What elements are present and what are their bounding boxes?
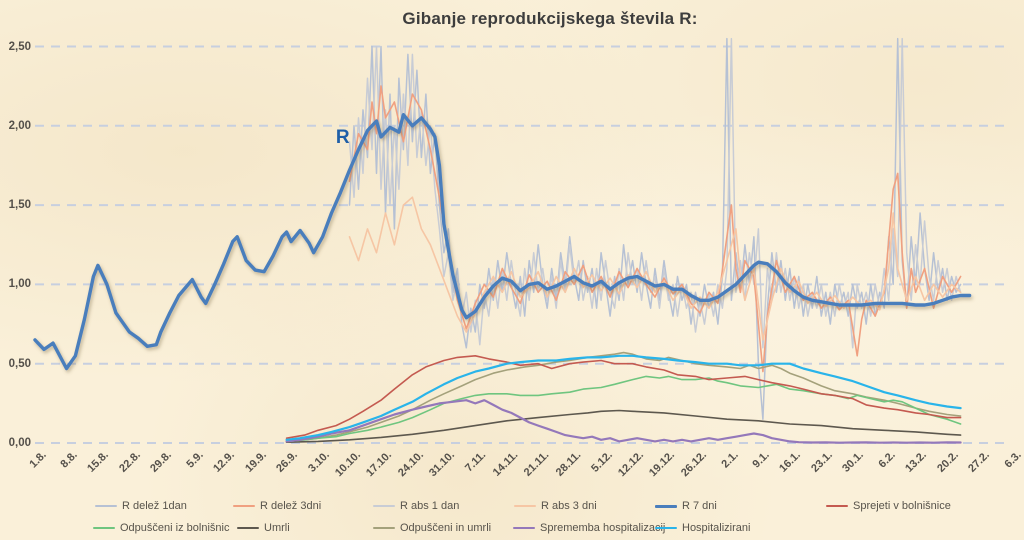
legend-item-r_abs_3dni[interactable]: R abs 3 dni [514,499,597,513]
legend-label-odpusceni_iz: Odpuščeni iz bolnišnic [120,522,230,534]
legend-swatch-hospitalizirani [655,527,677,529]
series-line-sprejeti [285,354,962,440]
legend-label-sprejeti: Sprejeti v bolnišnice [853,500,951,512]
legend-label-r_delez_1dan: R delež 1dan [122,500,187,512]
legend-item-r_7dni[interactable]: R 7 dni [655,499,717,513]
legend-swatch-odpusceni_in_umrli [373,527,395,529]
legend-label-r_delez_3dni: R delež 3dni [260,500,322,512]
legend-swatch-r_delez_3dni [233,505,255,507]
legend-item-r_delez_3dni[interactable]: R delež 3dni [233,499,321,513]
series-line-odpusceni_in_umrli [285,351,962,443]
r-annotation-label: R [335,127,350,149]
y-tick-label: 0,00 [8,437,31,449]
series-line-hospitalizirani [285,354,962,441]
y-tick-label: 1,00 [8,278,31,291]
legend-swatch-sprejeti [826,505,848,507]
legend-label-odpusceni_in_umrli: Odpuščeni in umrli [400,522,492,534]
y-tick-label: 2,50 [8,40,31,53]
legend-label-r_abs_1dan: R abs 1 dan [400,500,460,512]
legend-item-hospitalizirani[interactable]: Hospitalizirani [655,521,750,535]
chart-title: Gibanje reprodukcijskega števila R: [402,9,698,28]
legend-swatch-r_delez_1dan [95,505,117,507]
legend-swatch-umrli [237,527,259,529]
legend-item-sprememba[interactable]: Sprememba hospitalizacij [513,521,665,535]
legend-label-sprememba: Sprememba hospitalizacij [540,522,666,534]
series-line-sprememba [285,399,962,444]
legend-swatch-odpusceni_iz [93,527,115,529]
y-tick-label: 1,50 [8,199,31,212]
legend-swatch-r_abs_1dan [373,505,395,507]
legend-label-hospitalizirani: Hospitalizirani [682,522,751,534]
legend-item-r_delez_1dan[interactable]: R delež 1dan [95,499,187,513]
legend-swatch-r_7dni [655,504,677,508]
legend-item-r_abs_1dan[interactable]: R abs 1 dan [373,499,459,513]
legend-item-umrli[interactable]: Umrli [237,521,290,535]
series-line-r_7dni [33,112,972,371]
series-line-umrli [285,409,962,444]
legend-swatch-sprememba [513,527,535,529]
legend-label-umrli: Umrli [264,522,290,534]
series-line-odpusceni_iz [285,375,962,443]
y-tick-label: 0,50 [8,357,31,370]
legend-item-odpusceni_in_umrli[interactable]: Odpuščeni in umrli [373,521,491,535]
legend-label-r_7dni: R 7 dni [682,500,717,512]
legend-label-r_abs_3dni: R abs 3 dni [541,500,597,512]
y-tick-label: 2,00 [8,119,31,132]
legend-item-sprejeti[interactable]: Sprejeti v bolnišnice [826,499,951,513]
legend-item-odpusceni_iz[interactable]: Odpuščeni iz bolnišnic [93,521,229,535]
legend-swatch-r_abs_3dni [514,505,536,507]
series-line-r_abs_1dan [348,37,962,349]
